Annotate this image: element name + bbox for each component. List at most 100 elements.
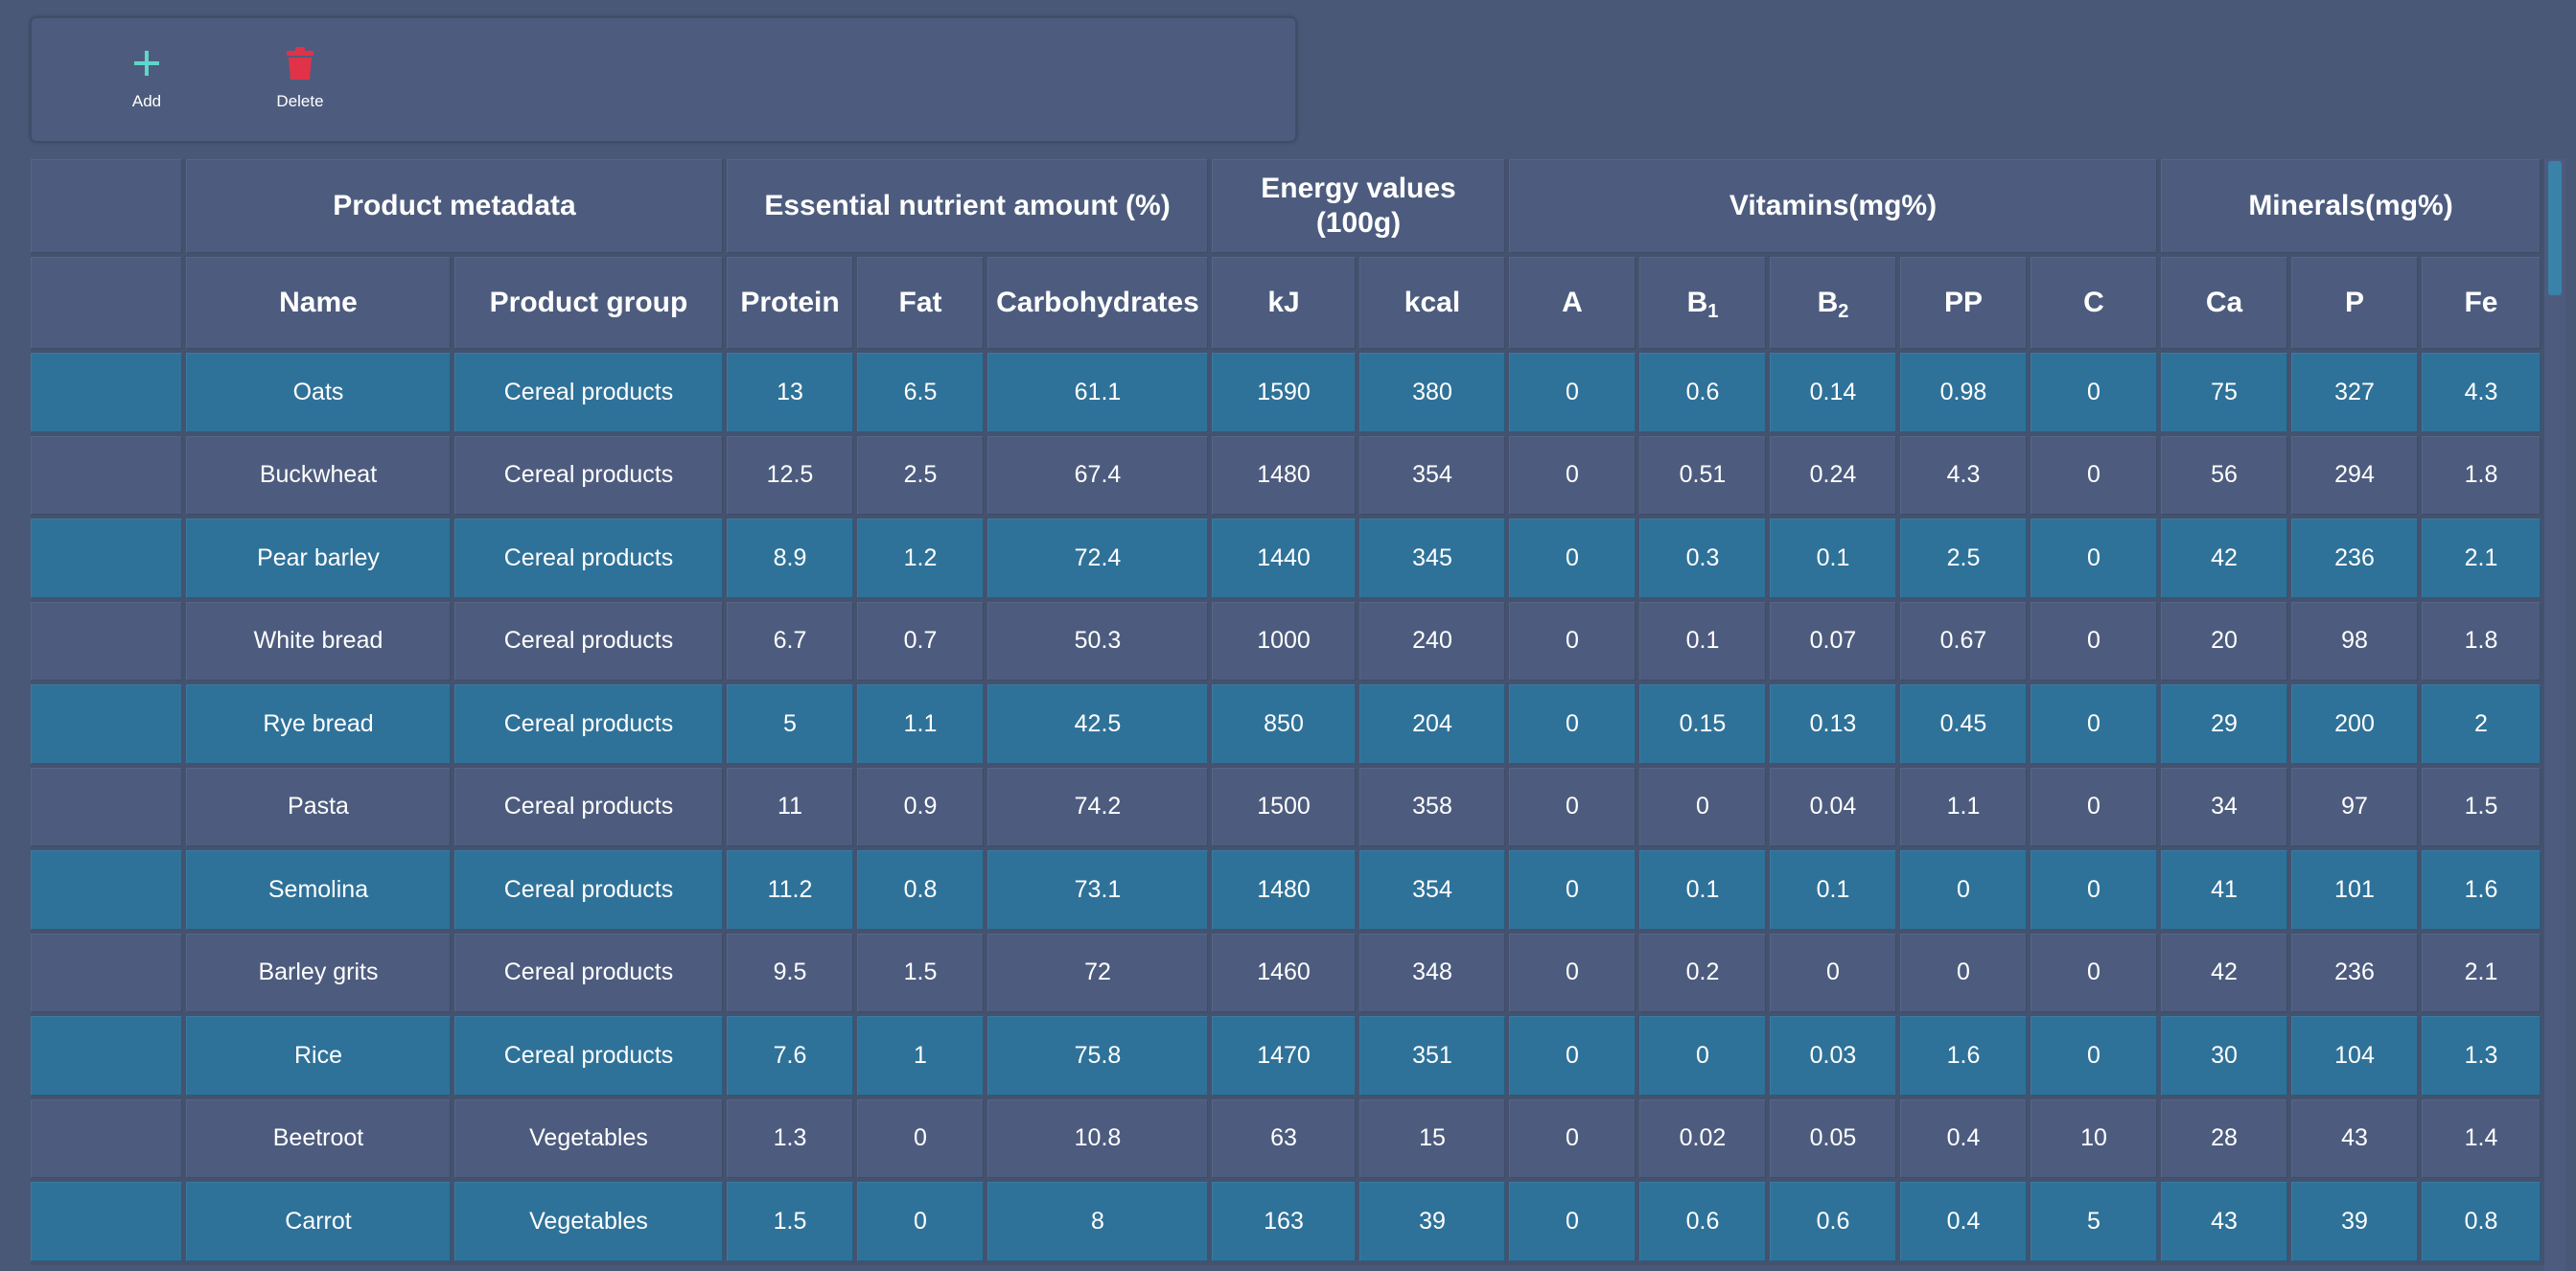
cell-calcium[interactable]: 41 <box>2161 850 2291 934</box>
table-row[interactable]: Semolina Cereal products 11.2 0.8 73.1 1480 35… <box>31 850 2544 934</box>
cell-protein[interactable]: 5 <box>727 684 857 768</box>
cell-fat[interactable]: 0 <box>857 1098 987 1182</box>
cell-vitamin-c[interactable]: 0 <box>2031 435 2161 519</box>
cell-kcal[interactable]: 354 <box>1359 850 1509 934</box>
cell-vitamin-b1[interactable]: 0.2 <box>1639 933 1770 1016</box>
cell-vitamin-b1[interactable]: 0 <box>1639 1016 1770 1099</box>
delete-button[interactable]: Delete <box>247 42 353 128</box>
cell-vitamin-a[interactable]: 0 <box>1509 435 1639 519</box>
cell-fat[interactable]: 0.9 <box>857 767 987 850</box>
vertical-scrollbar[interactable] <box>2544 159 2565 1271</box>
cell-kcal[interactable]: 351 <box>1359 1016 1509 1099</box>
table-row[interactable]: Pear barley Cereal products 8.9 1.2 72.4 1440… <box>31 519 2544 602</box>
cell-kcal[interactable]: 358 <box>1359 767 1509 850</box>
row-select-cell[interactable] <box>31 767 186 850</box>
cell-carbohydrates[interactable]: 74.2 <box>987 767 1212 850</box>
cell-fat[interactable]: 0.7 <box>857 601 987 684</box>
cell-kj[interactable]: 1480 <box>1212 435 1359 519</box>
cell-name[interactable]: Pasta <box>186 767 454 850</box>
cell-carbohydrates[interactable]: 8 <box>987 1182 1212 1265</box>
cell-kj[interactable]: 63 <box>1212 1098 1359 1182</box>
cell-protein[interactable]: 6.7 <box>727 601 857 684</box>
cell-vitamin-a[interactable]: 0 <box>1509 519 1639 602</box>
cell-vitamin-a[interactable]: 0 <box>1509 353 1639 436</box>
cell-carbohydrates[interactable]: 67.4 <box>987 435 1212 519</box>
cell-vitamin-c[interactable]: 0 <box>2031 850 2161 934</box>
cell-iron[interactable]: 1.6 <box>2422 850 2544 934</box>
cell-kj[interactable]: 1460 <box>1212 933 1359 1016</box>
cell-kj[interactable]: 1590 <box>1212 353 1359 436</box>
cell-protein[interactable]: 8.9 <box>727 519 857 602</box>
column-header-vitamin-b1[interactable]: B1 <box>1639 257 1770 353</box>
cell-vitamin-a[interactable]: 0 <box>1509 1098 1639 1182</box>
column-header-fat[interactable]: Fat <box>857 257 987 353</box>
cell-protein[interactable]: 9.5 <box>727 933 857 1016</box>
column-header-vitamin-a[interactable]: A <box>1509 257 1639 353</box>
cell-vitamin-b1[interactable]: 0 <box>1639 767 1770 850</box>
cell-product-group[interactable]: Cereal products <box>454 435 727 519</box>
table-row[interactable]: Oats Cereal products 13 6.5 61.1 1590 380 0 0.6 0… <box>31 353 2544 436</box>
cell-product-group[interactable]: Cereal products <box>454 353 727 436</box>
cell-phosphorus[interactable]: 97 <box>2291 767 2422 850</box>
cell-iron[interactable]: 1.4 <box>2422 1098 2544 1182</box>
cell-kcal[interactable]: 348 <box>1359 933 1509 1016</box>
cell-vitamin-b2[interactable]: 0 <box>1770 933 1900 1016</box>
column-header-phosphorus[interactable]: P <box>2291 257 2422 353</box>
column-header-kj[interactable]: kJ <box>1212 257 1359 353</box>
table-row[interactable]: Pasta Cereal products 11 0.9 74.2 1500 358 0 0 0.… <box>31 767 2544 850</box>
cell-product-group[interactable]: Cereal products <box>454 684 727 768</box>
cell-calcium[interactable]: 43 <box>2161 1182 2291 1265</box>
row-select-cell[interactable] <box>31 1016 186 1099</box>
cell-vitamin-a[interactable]: 0 <box>1509 684 1639 768</box>
row-select-cell[interactable] <box>31 684 186 768</box>
cell-vitamin-b2[interactable]: 0.1 <box>1770 850 1900 934</box>
cell-vitamin-c[interactable]: 0 <box>2031 684 2161 768</box>
cell-vitamin-pp[interactable]: 1.1 <box>1900 767 2031 850</box>
cell-vitamin-c[interactable]: 0 <box>2031 519 2161 602</box>
cell-product-group[interactable]: Cereal products <box>454 519 727 602</box>
cell-protein[interactable]: 1.3 <box>727 1098 857 1182</box>
cell-vitamin-b2[interactable]: 0.04 <box>1770 767 1900 850</box>
cell-calcium[interactable]: 75 <box>2161 353 2291 436</box>
cell-vitamin-b1[interactable]: 0.1 <box>1639 601 1770 684</box>
row-select-cell[interactable] <box>31 435 186 519</box>
column-header-iron[interactable]: Fe <box>2422 257 2544 353</box>
cell-carbohydrates[interactable]: 50.3 <box>987 601 1212 684</box>
cell-phosphorus[interactable]: 43 <box>2291 1098 2422 1182</box>
cell-name[interactable]: Rice <box>186 1016 454 1099</box>
cell-phosphorus[interactable]: 104 <box>2291 1016 2422 1099</box>
cell-vitamin-b1[interactable]: 0.6 <box>1639 353 1770 436</box>
column-header-protein[interactable]: Protein <box>727 257 857 353</box>
cell-carbohydrates[interactable]: 72.4 <box>987 519 1212 602</box>
cell-vitamin-pp[interactable]: 0.98 <box>1900 353 2031 436</box>
cell-vitamin-b2[interactable]: 0.6 <box>1770 1182 1900 1265</box>
cell-kj[interactable]: 1440 <box>1212 519 1359 602</box>
cell-iron[interactable]: 1.5 <box>2422 767 2544 850</box>
cell-vitamin-b2[interactable]: 0.05 <box>1770 1098 1900 1182</box>
cell-vitamin-c[interactable]: 0 <box>2031 933 2161 1016</box>
cell-kj[interactable]: 1000 <box>1212 601 1359 684</box>
add-button[interactable]: Add <box>94 42 199 128</box>
cell-calcium[interactable]: 29 <box>2161 684 2291 768</box>
cell-phosphorus[interactable]: 200 <box>2291 684 2422 768</box>
cell-carbohydrates[interactable]: 42.5 <box>987 684 1212 768</box>
cell-vitamin-b2[interactable]: 0.07 <box>1770 601 1900 684</box>
table-row[interactable]: Barley grits Cereal products 9.5 1.5 72 1460 3… <box>31 933 2544 1016</box>
cell-calcium[interactable]: 20 <box>2161 601 2291 684</box>
cell-carbohydrates[interactable]: 75.8 <box>987 1016 1212 1099</box>
cell-product-group[interactable]: Cereal products <box>454 767 727 850</box>
table-row[interactable]: White bread Cereal products 6.7 0.7 50.3 1000… <box>31 601 2544 684</box>
row-select-cell[interactable] <box>31 601 186 684</box>
cell-vitamin-b1[interactable]: 0.1 <box>1639 850 1770 934</box>
cell-vitamin-b1[interactable]: 0.51 <box>1639 435 1770 519</box>
row-select-cell[interactable] <box>31 1098 186 1182</box>
cell-protein[interactable]: 11 <box>727 767 857 850</box>
cell-name[interactable]: Barley grits <box>186 933 454 1016</box>
cell-kj[interactable]: 850 <box>1212 684 1359 768</box>
cell-iron[interactable]: 2.1 <box>2422 519 2544 602</box>
table-row[interactable]: Rice Cereal products 7.6 1 75.8 1470 351 0 0 0.03… <box>31 1016 2544 1099</box>
cell-vitamin-a[interactable]: 0 <box>1509 767 1639 850</box>
cell-protein[interactable]: 11.2 <box>727 850 857 934</box>
cell-calcium[interactable]: 42 <box>2161 933 2291 1016</box>
column-header-calcium[interactable]: Ca <box>2161 257 2291 353</box>
